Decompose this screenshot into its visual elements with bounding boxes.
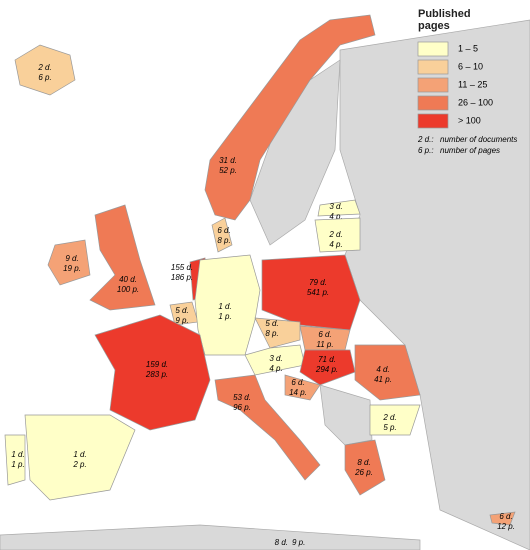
documents-label: 2 d.: [37, 63, 51, 72]
pages-label: 4 p.: [329, 240, 342, 249]
documents-label: 31 d.: [219, 156, 237, 165]
land-africa: [0, 524, 421, 550]
documents-label: 8 d.: [357, 458, 370, 467]
note-text: number of documents: [440, 135, 517, 144]
pages-label: 4 p.: [269, 364, 282, 373]
legend-swatch: [417, 59, 449, 75]
pages-label: 8 p.: [265, 329, 278, 338]
pages-label: 294 p.: [315, 365, 338, 374]
legend-title: Published pages: [418, 8, 471, 32]
documents-label: 3 d.: [329, 202, 342, 211]
documents-label: 4 d.: [376, 365, 389, 374]
country: [4, 434, 26, 486]
pages-label: 8 p.: [217, 236, 230, 245]
pages-label: 19 p.: [63, 264, 81, 273]
documents-label: 159 d.: [146, 360, 168, 369]
documents-label: 5 d.: [265, 319, 278, 328]
pages-label: 541 p.: [307, 288, 329, 297]
documents-label: 6 d.: [291, 378, 304, 387]
country: [254, 317, 301, 349]
pages-label: 2 p.: [72, 460, 86, 469]
documents-label: 5 d.: [175, 306, 188, 315]
legend-label: 26 – 100: [458, 97, 493, 107]
pages-label: 1 p.: [218, 312, 231, 321]
country: [354, 344, 421, 401]
documents-label: 9 d.: [65, 254, 78, 263]
country: [244, 344, 306, 376]
pages-label: 12 p.: [497, 522, 515, 531]
pages-label: 96 p.: [233, 403, 251, 412]
legend-swatch: [417, 95, 449, 111]
country: [317, 199, 361, 217]
country: [211, 217, 233, 253]
country: [89, 204, 156, 311]
documents-label: 3 d.: [269, 354, 282, 363]
pages-label: 14 p.: [289, 388, 307, 397]
country: [299, 349, 356, 386]
regions: 2 d.6 p.31 d.52 p.6 d.8 p.9 d.19 p.40 d.…: [4, 14, 516, 547]
country: [489, 511, 516, 526]
documents-label: 2 d.: [382, 413, 396, 422]
documents-label: 53 d.: [233, 393, 251, 402]
country: [47, 239, 91, 286]
note-key: 6 p.:: [418, 146, 434, 155]
note-key: 2 d.:: [417, 135, 434, 144]
documents-label: 71 d.: [318, 355, 336, 364]
legend-label: 1 – 5: [458, 43, 478, 53]
country: [214, 374, 321, 481]
documents-label: 6 d.: [499, 512, 512, 521]
documents-label: 79 d.: [309, 278, 327, 287]
country: [369, 404, 421, 436]
documents-label: 6 d.: [318, 330, 331, 339]
documents-label: 1 d.: [73, 450, 86, 459]
legend: 1 – 5 6 – 10 11 – 25 26 – 100 > 100 2 d.: numb…: [417, 41, 517, 155]
documents-label: 6 d.: [217, 226, 230, 235]
pages-label: 283 p.: [145, 370, 168, 379]
legend-label: > 100: [458, 115, 481, 125]
documents-label: 1 d.: [11, 450, 24, 459]
documents-label: 8 d.: [275, 538, 288, 547]
documents-label: 1 d.: [218, 302, 231, 311]
pages-label: 9 p.: [175, 316, 188, 325]
country: [284, 374, 321, 401]
pages-label: 4 p.: [329, 212, 342, 221]
land: [0, 19, 530, 550]
legend-swatch: [417, 41, 449, 57]
pages-label: 26 p.: [354, 468, 373, 477]
country: [344, 439, 386, 496]
country: [204, 14, 376, 221]
documents-label: 40 d.: [119, 275, 137, 284]
legend-swatch: [417, 77, 449, 93]
note-text: number of pages: [440, 146, 500, 155]
legend-swatch: [417, 113, 449, 129]
pages-label: 100 p.: [117, 285, 139, 294]
country: [94, 314, 211, 431]
country: [14, 44, 76, 96]
documents-label: 2 d.: [328, 230, 342, 239]
country: [24, 414, 136, 501]
pages-label: 52 p.: [219, 166, 237, 175]
legend-label: 11 – 25: [458, 79, 487, 89]
pages-label: 5 p.: [383, 423, 396, 432]
pages-label: 6 p.: [38, 73, 51, 82]
pages-label: 186 p.: [171, 273, 193, 282]
pages-label: 41 p.: [374, 375, 392, 384]
pages-label: 1 p.: [11, 460, 24, 469]
documents-label: 155 d.: [171, 263, 193, 272]
land-balkans: [319, 384, 373, 446]
legend-label: 6 – 10: [458, 61, 483, 71]
country: [314, 217, 361, 253]
pages-label: 11 p.: [316, 340, 333, 349]
pages-label: 9 p.: [292, 538, 305, 547]
